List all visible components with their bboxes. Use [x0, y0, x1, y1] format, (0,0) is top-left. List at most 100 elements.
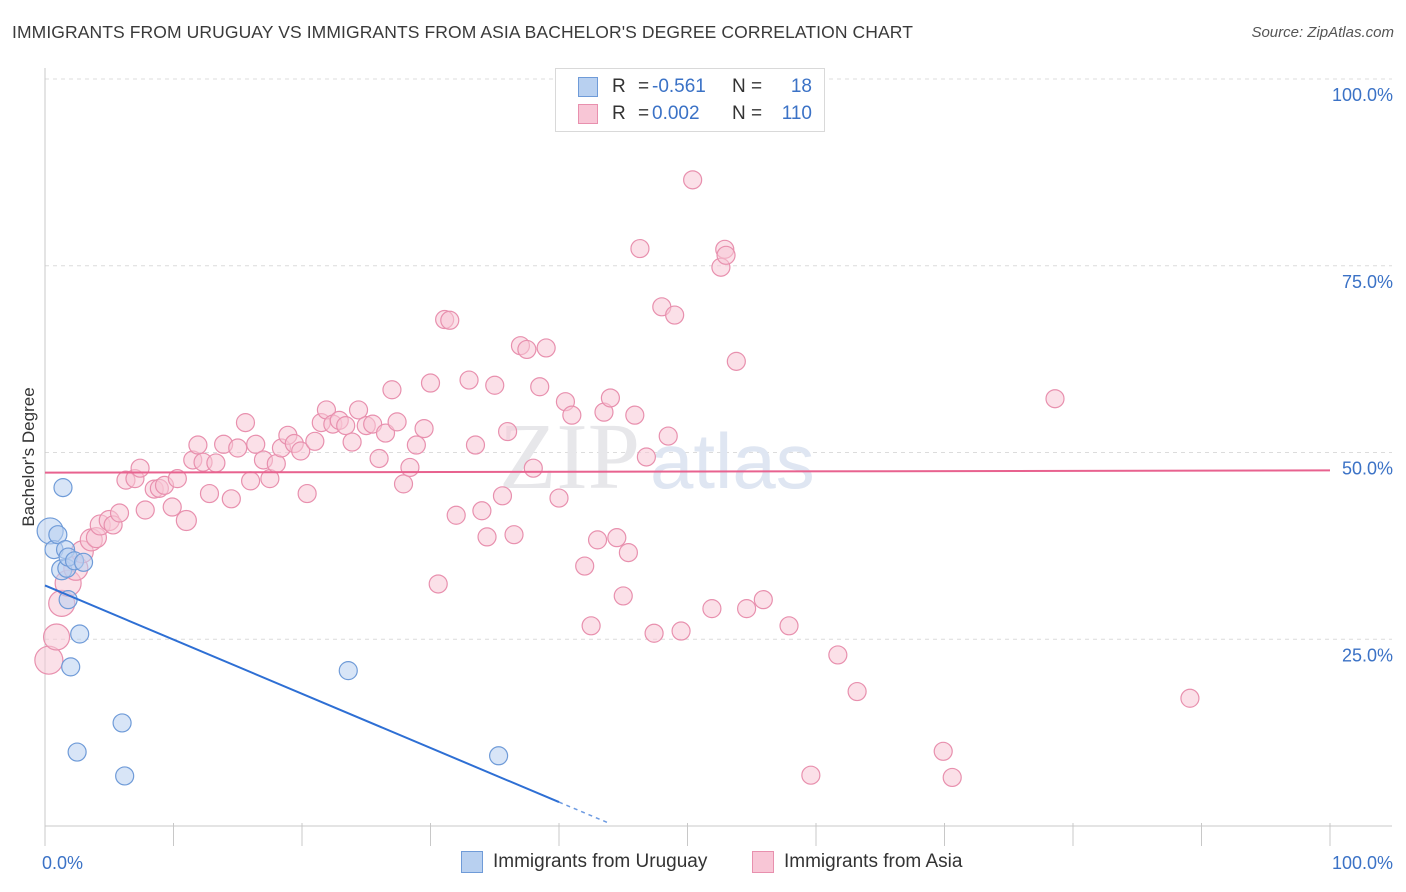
asia-point: [228, 438, 248, 458]
legend-r-value-uruguay: -0.561: [652, 76, 706, 97]
x-tick-label-max: 100.0%: [1332, 853, 1393, 873]
asia-point: [828, 645, 848, 665]
legend-swatch-uruguay: [578, 77, 598, 97]
y-tick-label: 50.0%: [1342, 459, 1393, 479]
asia-point: [600, 388, 621, 408]
legend-item-asia[interactable]: Immigrants from Asia: [752, 851, 962, 873]
legend-swatch-asia: [752, 851, 774, 873]
asia-point: [485, 375, 505, 395]
asia-point: [465, 435, 486, 455]
asia-point: [336, 416, 356, 436]
asia-point: [406, 435, 426, 455]
legend-n-label: N =: [732, 103, 763, 124]
legend-n-value-uruguay: 18: [790, 76, 812, 97]
asia-point: [188, 435, 208, 455]
asia-point: [291, 441, 311, 461]
y-tick-label: 75.0%: [1342, 272, 1393, 292]
asia-point: [726, 351, 746, 371]
asia-point: [581, 616, 601, 636]
legend-label-asia: Immigrants from Asia: [784, 851, 963, 872]
asia-point: [536, 338, 556, 358]
y-tick-label: 25.0%: [1342, 645, 1393, 665]
uruguay-trend-extension: [558, 801, 611, 825]
asia-point: [135, 500, 155, 520]
asia-point: [492, 486, 513, 506]
uruguay-point: [112, 713, 132, 733]
asia-point: [241, 471, 261, 491]
asia-point: [472, 501, 492, 521]
legend-n-value-asia: 110: [781, 103, 812, 124]
asia-point: [575, 556, 595, 576]
asia-point: [130, 458, 150, 478]
axis-labels: 25.0% 50.0% 75.0% 100.0% 0.0% 100.0% Bachelor'…: [19, 85, 1393, 873]
asia-point: [109, 503, 130, 523]
uruguay-point: [48, 525, 68, 545]
legend-r-label: R: [612, 103, 626, 124]
asia-point: [420, 373, 441, 393]
asia-point: [702, 599, 722, 619]
asia-point: [440, 310, 460, 330]
legend-swatch-asia: [578, 104, 598, 124]
asia-point: [459, 370, 479, 390]
asia-point: [375, 423, 396, 443]
asia-point: [625, 405, 645, 425]
asia-point: [549, 488, 569, 508]
asia-point: [517, 339, 537, 360]
legend-row-asia: R = 0.002 N = 110: [578, 101, 812, 127]
asia-points: [34, 170, 1200, 788]
uruguay-point: [489, 746, 509, 766]
asia-point: [206, 453, 226, 473]
asia-point: [199, 483, 220, 504]
legend-eq: =: [638, 76, 650, 97]
asia-point: [779, 616, 799, 636]
uruguay-point: [70, 624, 90, 644]
asia-point: [414, 418, 434, 439]
asia-trend-line: [44, 469, 1331, 474]
correlation-legend: R = -0.561 N = 18 R = 0.002 N = 110: [555, 68, 825, 132]
asia-point: [716, 245, 736, 265]
asia-point: [477, 527, 497, 547]
asia-point: [523, 458, 543, 478]
asia-point: [683, 170, 703, 190]
axis-layer: [44, 68, 1392, 846]
x-tick-label-min: 0.0%: [42, 853, 83, 873]
asia-point: [737, 599, 757, 619]
asia-point: [446, 505, 466, 525]
asia-point: [530, 377, 550, 397]
legend-row-uruguay: R = -0.561 N = 18: [578, 74, 812, 100]
chart-title: IMMIGRANTS FROM URUGUAY VS IMMIGRANTS FR…: [12, 22, 914, 42]
asia-point: [613, 586, 633, 606]
uruguay-point: [338, 661, 358, 681]
asia-point: [428, 574, 448, 594]
asia-point: [42, 623, 71, 651]
uruguay-points: [36, 478, 509, 786]
asia-point: [305, 431, 325, 451]
asia-point: [607, 528, 627, 548]
legend-item-uruguay[interactable]: Immigrants from Uruguay: [461, 851, 707, 873]
grid-layer: [45, 78, 1392, 640]
uruguay-point: [73, 552, 94, 572]
y-tick-label: 100.0%: [1332, 85, 1393, 105]
asia-point: [562, 405, 582, 425]
asia-point: [504, 525, 524, 545]
asia-point: [1180, 688, 1200, 708]
asia-point: [658, 426, 678, 446]
legend-swatch-uruguay: [461, 851, 483, 873]
asia-point: [801, 765, 821, 785]
legend-r-label: R: [612, 76, 626, 97]
legend-r-value-asia: 0.002: [652, 103, 700, 124]
asia-point: [665, 305, 685, 325]
asia-point: [348, 400, 369, 420]
asia-point: [235, 413, 256, 433]
asia-point: [618, 542, 638, 563]
watermark: ZIP atlas: [499, 405, 815, 509]
asia-point: [636, 447, 656, 467]
uruguay-trend-line: [44, 584, 560, 804]
asia-point: [167, 469, 187, 489]
asia-point: [393, 474, 414, 494]
asia-point: [221, 489, 241, 509]
asia-point: [933, 741, 953, 761]
uruguay-point: [115, 766, 135, 786]
asia-point: [671, 621, 691, 641]
